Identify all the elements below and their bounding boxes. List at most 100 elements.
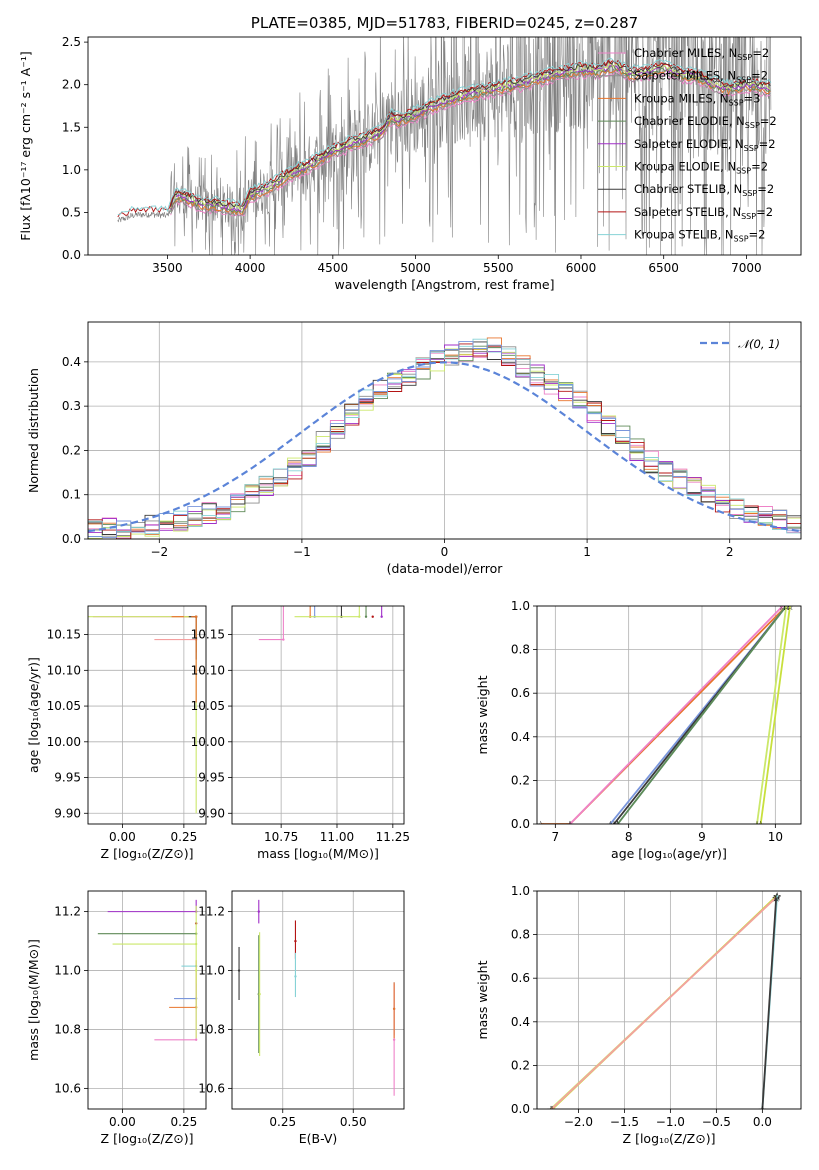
star-marker-1: ☆ [566, 820, 575, 831]
data-point-4 [294, 939, 297, 943]
cumulative-line-1 [569, 606, 784, 824]
y-axis-label: mass weight [475, 960, 490, 1039]
y-tick-label: 10.10 [47, 663, 81, 677]
y-tick-label: 0.1 [62, 488, 81, 502]
legend-entry: Salpeter STELIB, NSSP=2 [634, 205, 773, 221]
x-tick-label: 8 [625, 830, 633, 844]
star-marker-3: ☆ [773, 891, 782, 902]
y-tick-label: 0.0 [511, 817, 530, 831]
data-point-0 [237, 969, 241, 972]
legend-entry: Salpeter MILES, NSSP=2 [634, 69, 768, 85]
legend: Chabrier MILES, NSSP=2 Salpeter MILES, NS… [598, 46, 777, 244]
x-axis-label: Z [log₁₀(Z/Z⊙)] [101, 1131, 194, 1146]
plot-area-spectrum [117, 37, 772, 255]
data-point-0 [282, 638, 285, 641]
x-tick-label: −1.5 [610, 1115, 639, 1129]
x-tick-label: −1.0 [656, 1115, 685, 1129]
x-tick-label: −2.0 [564, 1115, 593, 1129]
axes-age-vs-mass: 10.75 11.00 11.25 9.90 9.95 10.00 10.05 10.10 10… [191, 605, 410, 861]
plot-area-weight-vs-age: ☆ ☆☆☆☆☆☆☆☆☆☆☆☆☆☆☆☆ [537, 602, 801, 831]
x-tick-label: −0.5 [702, 1115, 731, 1129]
data-point-7 [392, 1038, 396, 1041]
star-marker-4: ☆ [613, 820, 622, 831]
legend-entry: Salpeter ELODIE, NSSP=2 [634, 137, 776, 153]
y-axis-label: age [log₁₀(age/yr)] [26, 657, 41, 773]
cumulative-line-4 [761, 897, 778, 1109]
gaussian-curve [88, 361, 801, 533]
y-tick-label: 0.4 [62, 355, 81, 369]
cumulative-line-7 [759, 606, 791, 824]
y-tick-label: 9.90 [198, 806, 225, 820]
star-marker-6: ☆ [753, 820, 762, 831]
y-tick-label: 0.0 [62, 248, 81, 262]
x-tick-label: 1 [583, 545, 591, 559]
y-tick-label: 1.0 [511, 884, 530, 898]
star-marker-6: ☆ [782, 602, 791, 613]
legend-entry: 𝒩(0, 1) [738, 337, 780, 351]
data-point-5 [294, 975, 297, 978]
y-tick-label: 11.2 [198, 905, 225, 919]
cumulative-line-5 [616, 606, 788, 824]
y-axis-label: Flux [fλ10⁻¹⁷ erg cm⁻² s⁻¹ A⁻¹] [18, 51, 33, 240]
x-tick-label: 0.00 [109, 830, 136, 844]
axes-age-vs-Z: 0.00 0.25 9.90 9.95 10.00 10.05 10.10 10.15 Z [l… [26, 605, 207, 861]
x-tick-label: 10 [768, 830, 783, 844]
y-tick-label: 9.95 [198, 771, 225, 785]
x-axis-label: mass [log₁₀(M/M⊙)] [257, 846, 379, 861]
axes-frame [536, 605, 802, 825]
y-tick-label: 0.8 [511, 643, 530, 657]
data-point-3 [258, 992, 261, 996]
x-tick-label: −1 [293, 545, 311, 559]
star-marker-0: ☆ [546, 1105, 555, 1116]
model-line-0 [170, 70, 771, 217]
histogram-step-8 [88, 338, 801, 535]
x-tick-label: 5000 [400, 261, 431, 275]
x-tick-label: 0.25 [269, 1115, 296, 1129]
y-tick-label: 9.95 [54, 771, 81, 785]
data-point-7 [371, 615, 374, 618]
x-axis-label: (data-model)/error [387, 561, 504, 576]
y-axis-label: Normed distribution [26, 368, 41, 493]
data-layer-weight-vs-age: ☆ ☆☆☆☆☆☆☆☆☆☆☆☆☆☆☆☆ [537, 602, 795, 831]
star-marker-3: ☆ [610, 820, 619, 831]
axes-mass-vs-Z: 0.00 0.25 10.6 10.8 11.0 11.2 Z [log₁₀(Z/Z⊙)] m… [26, 890, 207, 1146]
legend-entry: Kroupa ELODIE, NSSP=2 [634, 160, 768, 176]
histogram-step-9 [88, 341, 801, 539]
data-point-8 [194, 969, 198, 972]
data-point-7 [194, 1038, 198, 1041]
y-tick-label: 10.6 [198, 1081, 225, 1095]
y-tick-label: 0.2 [62, 443, 81, 457]
x-tick-label: 0.0 [753, 1115, 772, 1129]
x-tick-label: 10.75 [264, 830, 298, 844]
data-layer-mass-vs-EBV [237, 899, 396, 1096]
data-layer-spectrum [117, 37, 772, 255]
y-tick-label: 0.4 [511, 730, 530, 744]
x-tick-label: −2 [150, 545, 168, 559]
x-tick-label: 6000 [566, 261, 597, 275]
star-marker-0: ☆ [566, 820, 575, 831]
x-tick-label: 0.25 [171, 830, 198, 844]
axes-spectrum: 3500 4000 4500 5000 5500 6000 6500 7000 0.0 0.5 1.… [18, 35, 802, 292]
y-tick-label: 2.5 [62, 35, 81, 49]
star-marker-2: ☆ [547, 1105, 556, 1116]
y-tick-label: 11.0 [54, 964, 81, 978]
axes-frame [87, 36, 802, 256]
x-tick-label: 0 [441, 545, 449, 559]
y-tick-label: 10.8 [54, 1022, 81, 1036]
model-line-1 [170, 68, 771, 217]
cumulative-line-0 [540, 606, 787, 824]
legend-entry: Kroupa MILES, NSSP=3 [634, 91, 760, 107]
data-layer-age-vs-Z [88, 615, 198, 814]
cumulative-line-2 [551, 895, 778, 1109]
axes-mass-vs-EBV: 0.25 0.50 10.6 10.8 11.0 11.2 E(B-V) [198, 890, 405, 1146]
plot-area-age-vs-mass [232, 606, 404, 824]
legend-entry: Chabrier MILES, NSSP=2 [634, 46, 769, 62]
y-tick-label: 1.5 [62, 120, 81, 134]
y-tick-label: 0.8 [511, 928, 530, 942]
y-axis-label: mass [log₁₀(M/M⊙)] [26, 939, 41, 1061]
y-tick-label: 10.8 [198, 1022, 225, 1036]
data-layer-weight-vs-Z: ☆☆☆☆☆☆☆☆☆☆ [546, 891, 782, 1116]
x-tick-label: 4500 [318, 261, 349, 275]
y-tick-label: 2.0 [62, 78, 81, 92]
